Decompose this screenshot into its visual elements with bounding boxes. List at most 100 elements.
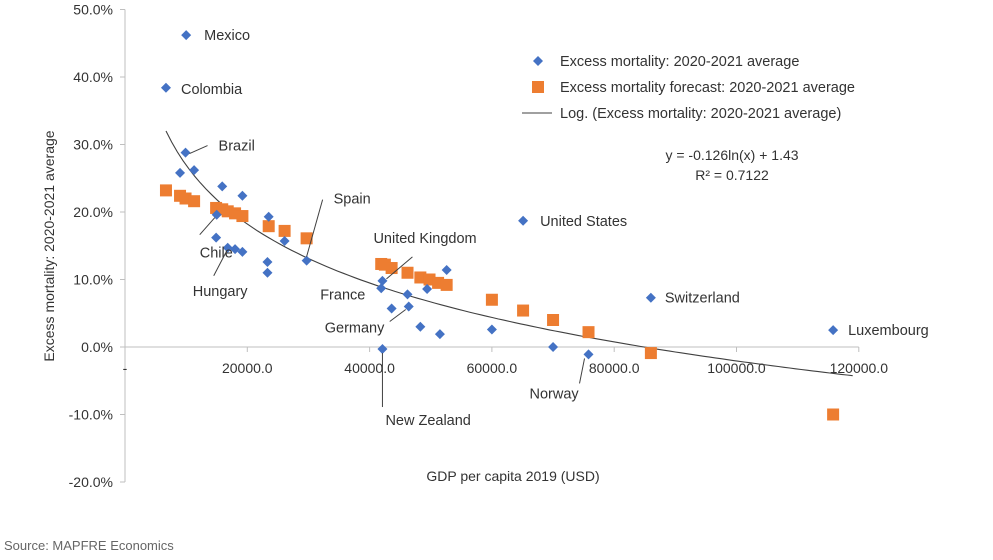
- forecast-point: [188, 195, 201, 208]
- excess-mortality-point: [262, 256, 273, 267]
- y-tick-label: 10.0%: [73, 272, 113, 288]
- x-tick-label: 60000.0: [467, 360, 518, 376]
- excess-mortality-point: [160, 82, 171, 93]
- legend-label: Excess mortality forecast: 2020-2021 ave…: [560, 80, 855, 96]
- forecast-point: [644, 347, 657, 360]
- annotation-labels: Mexico Colombia Brazil Chile Hungary Spain Uni…: [181, 28, 929, 429]
- legend-marker-forecast: [532, 81, 544, 93]
- annotation-leader: [306, 199, 324, 257]
- excess-mortality-point: [434, 329, 445, 340]
- excess-mortality-point: [181, 30, 192, 41]
- forecast-point: [485, 293, 498, 306]
- excess-mortality-point: [263, 211, 274, 222]
- excess-mortality-point: [828, 325, 839, 336]
- x-tick-label: -: [123, 360, 128, 376]
- y-tick-label: 30.0%: [73, 137, 113, 153]
- x-tick-label: 100000.0: [707, 360, 766, 376]
- excess-mortality-point: [402, 289, 413, 300]
- excess-mortality-point: [230, 244, 241, 255]
- excess-mortality-point: [262, 267, 273, 278]
- excess-mortality-point: [279, 236, 290, 247]
- y-tick-label: 20.0%: [73, 204, 113, 220]
- trend-r-squared: R² = 0.7122: [695, 167, 769, 183]
- country-label: Brazil: [219, 139, 255, 155]
- country-label: Hungary: [193, 284, 249, 300]
- y-tick-label: -20.0%: [69, 474, 113, 490]
- country-label: New Zealand: [385, 413, 470, 429]
- legend-label: Excess mortality: 2020-2021 average: [560, 54, 799, 70]
- annotation-leader: [579, 358, 586, 384]
- annotation-leader: [189, 145, 208, 155]
- trend-equation-text: y = -0.126ln(x) + 1.43: [665, 147, 798, 163]
- annotation-leader: [386, 256, 413, 280]
- excess-mortality-point: [422, 283, 433, 294]
- excess-mortality-point: [211, 232, 222, 243]
- source-note: Source: MAPFRE Economics: [4, 538, 174, 553]
- excess-mortality-point: [237, 246, 248, 257]
- x-tick-label: 80000.0: [589, 360, 640, 376]
- y-tick-label: 50.0%: [73, 2, 113, 18]
- trendline-group: [165, 130, 853, 377]
- excess-mortality-point: [403, 301, 414, 312]
- excess-mortality-point: [217, 181, 228, 192]
- forecast-point: [414, 271, 427, 284]
- excess-mortality-point: [211, 209, 222, 220]
- country-label: Spain: [334, 192, 371, 208]
- legend-label: Log. (Excess mortality: 2020-2021 averag…: [560, 106, 841, 122]
- country-label: Germany: [325, 321, 385, 337]
- x-axis-title: GDP per capita 2019 (USD): [426, 468, 599, 484]
- forecast-point: [547, 314, 560, 326]
- country-label: Mexico: [204, 28, 250, 44]
- legend-marker-actual: [533, 56, 543, 66]
- forecast-point: [278, 224, 291, 237]
- country-label: Colombia: [181, 82, 243, 98]
- legend: Excess mortality: 2020-2021 average Exces…: [522, 54, 855, 122]
- y-axis-title: Excess mortality: 2020-2021 average: [41, 130, 57, 361]
- x-tick-label: 40000.0: [344, 360, 395, 376]
- country-label: Switzerland: [665, 291, 740, 307]
- forecast-point: [440, 278, 453, 291]
- excess-mortality-point: [441, 265, 452, 276]
- country-label: United Kingdom: [373, 231, 476, 247]
- forecast-point: [517, 304, 530, 317]
- country-label: United States: [540, 214, 627, 230]
- y-tick-label: 0.0%: [81, 339, 113, 355]
- forecast-point: [262, 220, 275, 233]
- forecast-point: [236, 210, 249, 223]
- y-tick-label: -10.0%: [69, 407, 113, 423]
- excess-mortality-point: [645, 292, 656, 303]
- country-label: Norway: [530, 386, 580, 402]
- country-label: Luxembourg: [848, 323, 929, 339]
- trend-equation: y = -0.126ln(x) + 1.43 R² = 0.7122: [665, 147, 798, 183]
- forecast-point: [385, 262, 398, 275]
- x-tick-label: 20000.0: [222, 360, 273, 376]
- excess-mortality-point: [377, 344, 388, 355]
- forecast-point: [300, 232, 313, 245]
- excess-mortality-point: [377, 275, 388, 286]
- y-tick-label: 40.0%: [73, 69, 113, 85]
- excess-mortality-point: [486, 324, 497, 335]
- excess-mortality-point: [175, 167, 186, 178]
- country-label: France: [320, 287, 365, 303]
- scatter-chart: 50.0% 40.0% 30.0% 20.0% 10.0% 0.0% -10.0% -20.0…: [41, 2, 929, 491]
- points-group: [159, 30, 840, 421]
- excess-mortality-point: [386, 303, 397, 314]
- excess-mortality-point: [301, 255, 312, 266]
- excess-mortality-point: [376, 283, 387, 294]
- excess-mortality-point: [415, 321, 426, 332]
- forecast-point: [401, 266, 414, 279]
- excess-mortality-point: [583, 349, 594, 360]
- x-tick-label: 120000.0: [830, 360, 889, 376]
- country-label: Chile: [200, 246, 233, 262]
- excess-mortality-point: [222, 242, 233, 253]
- forecast-point: [159, 184, 172, 197]
- excess-mortality-point: [189, 165, 200, 176]
- axes: 50.0% 40.0% 30.0% 20.0% 10.0% 0.0% -10.0% -20.0…: [69, 2, 889, 491]
- forecast-point: [582, 326, 595, 339]
- excess-mortality-point: [237, 190, 248, 201]
- excess-mortality-point: [180, 147, 191, 158]
- annotation-leader: [199, 217, 216, 236]
- annotation-leader: [213, 252, 227, 277]
- annotation-leader: [389, 309, 407, 322]
- trendline: [165, 130, 853, 377]
